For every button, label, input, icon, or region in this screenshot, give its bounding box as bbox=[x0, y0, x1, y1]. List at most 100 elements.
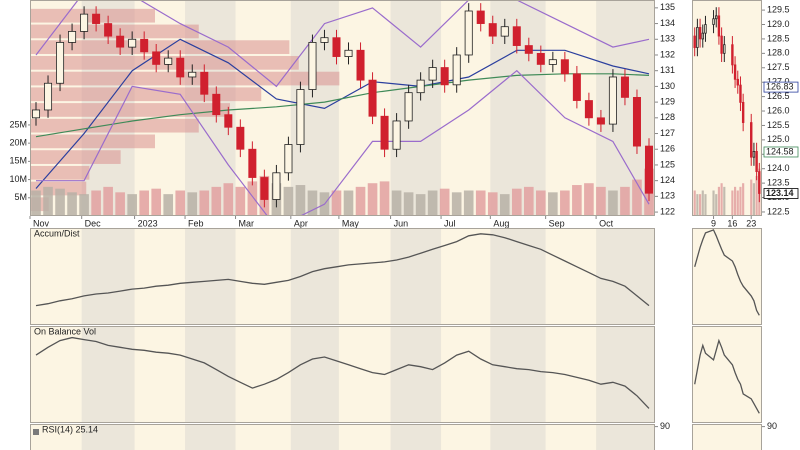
candle-body bbox=[704, 24, 707, 34]
frame bbox=[692, 0, 762, 216]
volume-bar bbox=[712, 190, 715, 216]
candle-body bbox=[332, 37, 341, 57]
y-tick-label: 123 bbox=[660, 191, 675, 201]
y-tick-label: 133 bbox=[660, 34, 675, 44]
candle-body bbox=[272, 172, 281, 200]
month-stripe bbox=[390, 326, 442, 423]
month-stripe bbox=[81, 424, 135, 450]
volume-by-price-bar bbox=[30, 134, 155, 149]
y-tick-label: 126 bbox=[660, 144, 675, 154]
y-tick-label: 129.5 bbox=[767, 4, 790, 14]
month-stripe bbox=[185, 424, 236, 450]
month-stripe bbox=[290, 326, 339, 423]
month-stripe bbox=[390, 424, 442, 450]
candle-body bbox=[296, 89, 305, 145]
month-stripe bbox=[81, 326, 135, 423]
month-stripe bbox=[596, 326, 655, 423]
volume-bar bbox=[115, 192, 125, 216]
volume-by-price-bar bbox=[30, 150, 121, 164]
x-tick-label: Mar bbox=[239, 218, 255, 228]
volume-bar bbox=[736, 190, 739, 216]
x-tick-label: Jun bbox=[394, 218, 409, 228]
candle-body bbox=[524, 45, 533, 54]
volume-tick-label: 5M bbox=[14, 192, 27, 202]
volume-tick-label: 25M bbox=[9, 119, 27, 129]
month-stripe bbox=[390, 228, 442, 325]
y-tick-label: 127.5 bbox=[767, 62, 790, 72]
candle-body bbox=[512, 26, 521, 46]
candle-body bbox=[632, 96, 641, 147]
candle-body bbox=[308, 42, 317, 90]
month-stripe bbox=[185, 228, 236, 325]
volume-bar bbox=[715, 194, 718, 216]
y-tick-label: 128 bbox=[660, 112, 675, 122]
y-tick-label: 126.0 bbox=[767, 105, 790, 115]
candle-body bbox=[428, 67, 437, 81]
x-tick-label: 16 bbox=[727, 218, 737, 228]
candle-body bbox=[488, 23, 497, 37]
month-stripe bbox=[596, 228, 655, 325]
candle-body bbox=[236, 126, 245, 150]
price-label: 126.83 bbox=[766, 81, 794, 91]
volume-bar bbox=[307, 190, 318, 216]
month-stripe bbox=[290, 424, 339, 450]
price-label: 123.14 bbox=[766, 188, 794, 198]
volume-bar bbox=[211, 186, 222, 216]
y-tick-label: 123.5 bbox=[767, 177, 790, 187]
volume-tick-label: 20M bbox=[9, 138, 27, 148]
volume-tick-label: 10M bbox=[9, 174, 27, 184]
candle-body bbox=[260, 177, 269, 200]
candle-body bbox=[200, 71, 209, 95]
volume-bar bbox=[31, 190, 41, 216]
volume-bar bbox=[43, 186, 53, 216]
price-label-box bbox=[763, 188, 799, 199]
volume-bar bbox=[175, 190, 186, 216]
volume-by-price-bar bbox=[30, 165, 90, 180]
candle-body bbox=[733, 64, 737, 80]
volume-bar bbox=[415, 194, 426, 216]
y-tick-label: 90 bbox=[767, 421, 777, 431]
candle-body bbox=[698, 26, 702, 40]
y-tick-label: 125 bbox=[660, 159, 675, 169]
candle-body bbox=[701, 32, 704, 40]
y-tick-label: 129 bbox=[660, 96, 675, 106]
volume-bar bbox=[367, 183, 378, 216]
volume-bar bbox=[103, 186, 113, 216]
volume-bar bbox=[739, 186, 742, 216]
x-tick-label: Nov bbox=[33, 218, 50, 228]
candle-body bbox=[750, 122, 753, 158]
volume-bar bbox=[723, 186, 726, 216]
month-stripe bbox=[490, 326, 546, 423]
candle-body bbox=[392, 120, 401, 150]
volume-by-price-bar bbox=[30, 103, 230, 117]
volume-by-price-bar bbox=[30, 71, 340, 86]
y-tick-label: 122 bbox=[660, 206, 675, 216]
frame bbox=[30, 0, 655, 216]
candle-body bbox=[644, 145, 653, 194]
volume-bar bbox=[487, 192, 498, 216]
candle-body bbox=[608, 76, 617, 125]
x-tick-label: 2023 bbox=[138, 218, 158, 228]
volume-bar bbox=[717, 186, 720, 216]
volume-bar bbox=[295, 185, 306, 216]
candle-body bbox=[32, 109, 41, 119]
month-stripe bbox=[490, 424, 546, 450]
frame bbox=[30, 326, 655, 423]
volume-bar bbox=[187, 192, 198, 216]
y-tick-label: 127 bbox=[660, 128, 675, 138]
candle-body bbox=[572, 73, 581, 101]
volume-bar bbox=[572, 185, 582, 216]
x-tick-label: Feb bbox=[188, 218, 204, 228]
panel-label: On Balance Vol bbox=[34, 326, 96, 336]
volume-bar bbox=[463, 190, 474, 216]
candle-body bbox=[212, 93, 221, 116]
frame bbox=[692, 326, 762, 423]
volume-bar bbox=[523, 186, 534, 216]
candle-body bbox=[368, 79, 377, 117]
volume-bar bbox=[548, 192, 558, 216]
candle-body bbox=[736, 78, 739, 86]
y-tick-label: 131 bbox=[660, 65, 675, 75]
candle-body bbox=[116, 35, 125, 48]
volume-bar bbox=[331, 190, 342, 216]
